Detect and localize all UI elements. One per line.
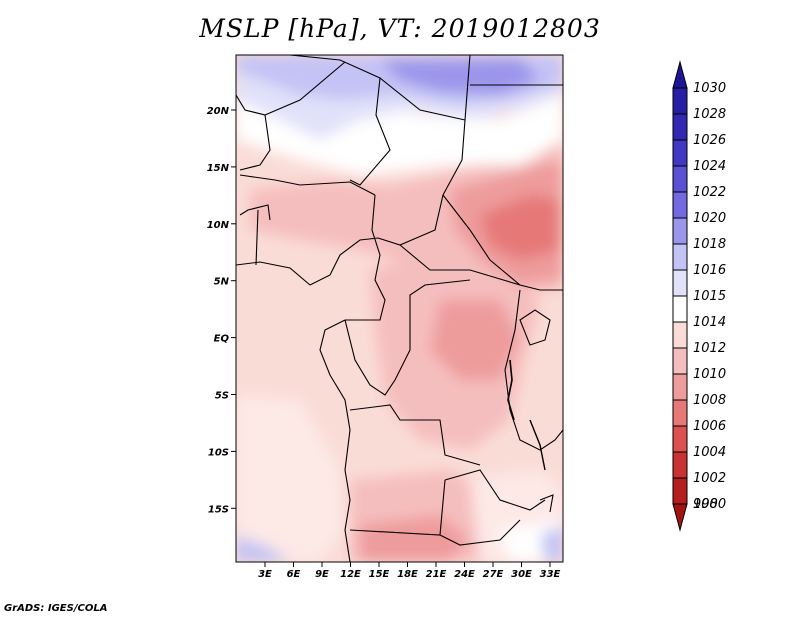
lat-label: 5S — [215, 391, 229, 402]
colorbar-swatch — [672, 399, 688, 427]
colorbar-label: 1026 — [693, 133, 726, 148]
colorbar-swatch — [672, 217, 688, 245]
longitude-axis: 3E 6E 9E 12E 15E 18E 21E 24E 27E 30E 33E — [258, 562, 561, 580]
lon-label: 24E — [454, 569, 475, 580]
colorbar-swatch — [672, 321, 688, 349]
colorbar-label: 1010 — [693, 367, 726, 382]
map-frame — [235, 54, 564, 563]
lat-label: 15S — [208, 504, 229, 515]
lon-label: 15E — [369, 569, 390, 580]
grads-credit: GrADS: IGES/COLA — [4, 603, 108, 614]
lat-label: 15N — [207, 163, 230, 174]
colorbar-label: 1020 — [693, 211, 726, 226]
lon-label: 33E — [540, 569, 561, 580]
colorbar-swatch — [672, 87, 688, 115]
lat-label: 5N — [214, 277, 230, 288]
lon-label: 27E — [483, 569, 504, 580]
colorbar-label: 1012 — [693, 341, 726, 356]
colorbar-label: 1022 — [693, 185, 726, 200]
colorbar-label: 1030 — [693, 81, 726, 96]
colorbar-swatch — [672, 243, 688, 271]
colorbar: 1030 1028 1026 1024 1022 1020 1018 1016 1015 1014… — [672, 60, 726, 532]
colorbar-swatch — [672, 347, 688, 375]
lon-label: 12E — [340, 569, 361, 580]
colorbar-swatch — [672, 451, 688, 479]
pressure-field — [236, 55, 563, 562]
chart-title: MSLP [hPa], VT: 2019012803 — [199, 14, 601, 43]
colorbar-swatch — [672, 477, 688, 505]
colorbar-swatch — [672, 295, 688, 323]
lon-label: 30E — [511, 569, 532, 580]
lon-label: 6E — [287, 569, 301, 580]
lat-label: 20N — [207, 106, 230, 117]
colorbar-label: 1015 — [693, 289, 726, 304]
colorbar-label: 1028 — [693, 107, 726, 122]
colorbar-label: 1016 — [693, 263, 726, 278]
lat-label: 10N — [207, 220, 230, 231]
colorbar-label: 1018 — [693, 237, 726, 252]
lon-label: 3E — [258, 569, 272, 580]
lon-label: 9E — [315, 569, 329, 580]
colorbar-label: 1014 — [693, 315, 726, 330]
colorbar-swatch — [672, 191, 688, 219]
colorbar-label: 998 — [693, 497, 718, 512]
lon-label: 18E — [397, 569, 418, 580]
colorbar-swatch — [672, 165, 688, 193]
country-borders — [236, 55, 563, 562]
lat-label: 10S — [208, 447, 229, 458]
colorbar-label: 1006 — [693, 419, 726, 434]
colorbar-swatch — [672, 113, 688, 141]
lat-label: EQ — [214, 334, 230, 345]
colorbar-swatch — [672, 373, 688, 401]
colorbar-label: 1024 — [693, 159, 726, 174]
latitude-axis: 20N 15N 10N 5N EQ 5S 10S 15S — [207, 106, 236, 515]
colorbar-swatch — [672, 269, 688, 297]
lon-label: 21E — [426, 569, 447, 580]
colorbar-label: 1000 — [693, 497, 726, 512]
colorbar-swatch — [672, 425, 688, 453]
colorbar-swatch — [672, 60, 688, 89]
colorbar-swatch — [672, 503, 688, 532]
colorbar-label: 1002 — [693, 471, 726, 486]
colorbar-label: 1004 — [693, 445, 726, 460]
colorbar-swatch — [672, 139, 688, 167]
colorbar-label: 1008 — [693, 393, 726, 408]
